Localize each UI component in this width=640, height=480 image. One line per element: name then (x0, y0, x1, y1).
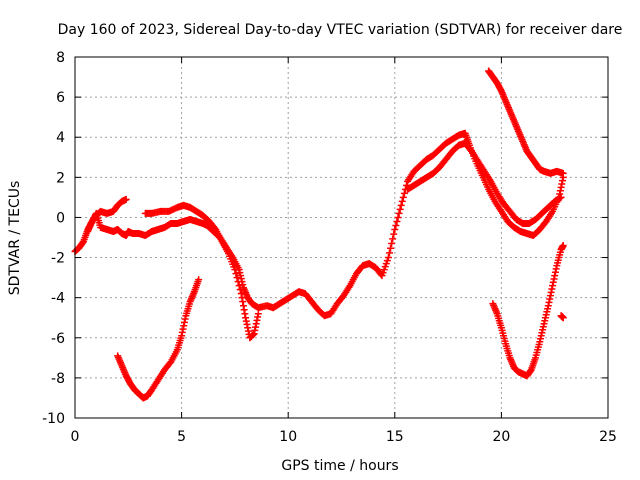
data-point (399, 193, 407, 201)
y-tick-label: 2 (56, 170, 65, 186)
data-point (390, 230, 398, 238)
y-tick-label: -6 (51, 331, 65, 347)
x-tick-label: 5 (177, 429, 186, 445)
data-point (400, 189, 408, 197)
data-point (388, 240, 396, 248)
y-tick-label: 6 (56, 90, 65, 106)
y-tick-label: -10 (42, 411, 65, 427)
data-series (114, 276, 203, 402)
data-point (195, 276, 203, 284)
data-point (122, 195, 130, 203)
data-point (557, 193, 565, 201)
x-tick-label: 15 (386, 429, 404, 445)
data-series (141, 201, 262, 342)
x-tick-label: 10 (279, 429, 297, 445)
y-tick-label: 4 (56, 130, 65, 146)
data-point (233, 274, 241, 282)
data-series (557, 312, 567, 322)
y-tick-label: -8 (51, 371, 65, 387)
data-point (234, 278, 242, 286)
data-series (404, 139, 565, 227)
x-tick-label: 20 (492, 429, 510, 445)
data-point (397, 201, 405, 209)
data-points (71, 67, 567, 402)
x-tick-label: 25 (599, 429, 617, 445)
data-point (392, 221, 400, 229)
data-point (235, 282, 243, 290)
data-point (384, 254, 392, 262)
x-axis-label: GPS time / hours (281, 458, 398, 474)
data-point (391, 225, 399, 233)
data-point (236, 286, 244, 294)
data-point (559, 169, 567, 177)
x-tick-label: 0 (71, 429, 80, 445)
data-series (485, 67, 567, 177)
data-point (395, 209, 403, 217)
y-tick-label: -4 (51, 291, 65, 307)
y-tick-label: 0 (56, 210, 65, 226)
data-point (231, 266, 239, 274)
data-point (232, 270, 240, 278)
data-point (559, 242, 567, 250)
chart-title: Day 160 of 2023, Sidereal Day-to-day VTE… (58, 22, 623, 38)
plot-frame (74, 56, 609, 419)
data-series (84, 195, 130, 235)
data-point (393, 217, 401, 225)
data-point (387, 244, 395, 252)
data-point (396, 205, 404, 213)
y-tick-labels: -10 -8 -6 -4 -2 0 2 4 6 8 (42, 50, 65, 427)
data-point (389, 235, 397, 243)
data-point (559, 314, 567, 322)
data-point (398, 197, 406, 205)
data-series (71, 129, 567, 320)
y-tick-label: 8 (56, 50, 65, 66)
gridlines (75, 57, 608, 418)
y-axis-label: SDTVAR / TECUs (7, 181, 23, 296)
data-point (254, 310, 262, 318)
axis-ticks (74, 56, 609, 419)
y-tick-label: -2 (51, 251, 65, 267)
data-point (385, 249, 393, 257)
data-series (489, 242, 567, 380)
data-point (394, 213, 402, 221)
x-tick-labels: 0 5 10 15 20 25 (71, 429, 617, 445)
